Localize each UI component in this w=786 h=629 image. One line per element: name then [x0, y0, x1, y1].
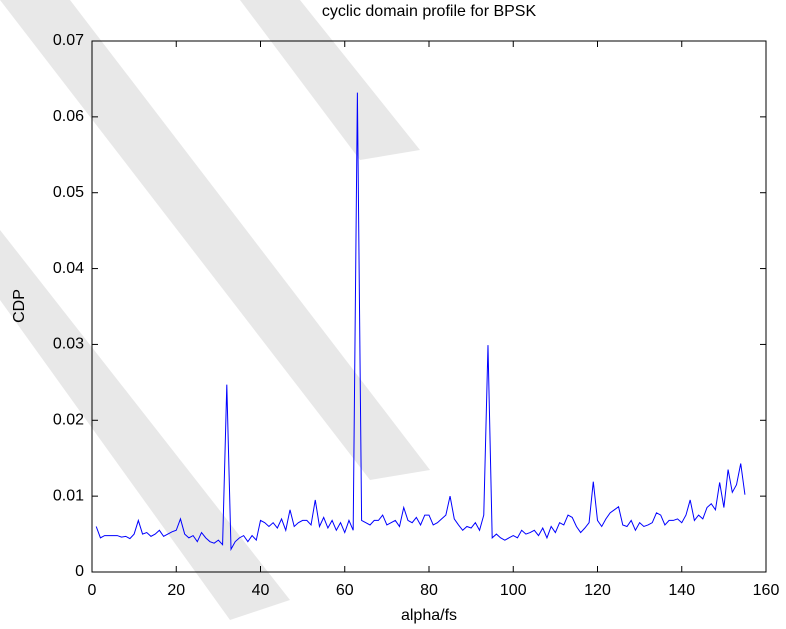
y-tick-label: 0.06 — [53, 108, 84, 125]
watermark-stripe — [240, 0, 420, 160]
x-tick-label: 60 — [336, 582, 354, 599]
y-tick-label: 0.02 — [53, 412, 84, 429]
x-axis-label: alpha/fs — [401, 607, 457, 624]
y-tick-label: 0.05 — [53, 184, 84, 201]
y-tick-label: 0.07 — [53, 32, 84, 49]
y-tick-label: 0.03 — [53, 336, 84, 353]
chart-title: cyclic domain profile for BPSK — [322, 3, 537, 20]
x-tick-label: 80 — [420, 582, 438, 599]
watermark-stripe — [0, 0, 430, 480]
x-tick-label: 20 — [167, 582, 185, 599]
y-axis-label: CDP — [11, 289, 28, 323]
x-tick-label: 160 — [753, 582, 780, 599]
x-tick-label: 120 — [584, 582, 611, 599]
y-tick-label: 0 — [75, 563, 84, 580]
x-tick-label: 0 — [88, 582, 97, 599]
y-tick-label: 0.04 — [53, 260, 84, 277]
y-tick-label: 0.01 — [53, 487, 84, 504]
watermark-stripe — [0, 230, 290, 620]
x-tick-label: 100 — [500, 582, 527, 599]
data-line — [95, 92, 746, 552]
x-tick-label: 140 — [668, 582, 695, 599]
x-tick-label: 40 — [252, 582, 270, 599]
